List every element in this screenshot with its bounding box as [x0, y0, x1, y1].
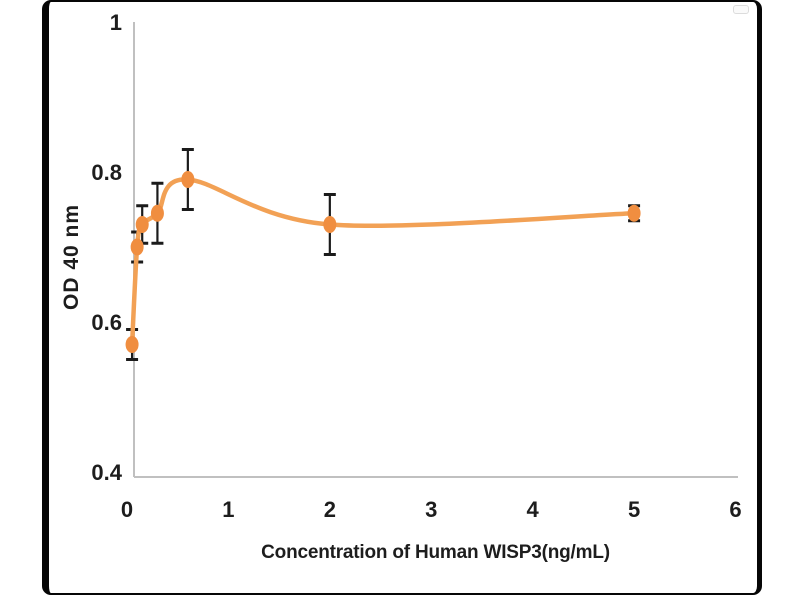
data-point-marker	[627, 204, 641, 222]
y-tick-label: 0.6	[91, 310, 122, 335]
x-tick-label: 2	[324, 497, 336, 522]
chart-card	[42, 0, 762, 595]
data-point-marker	[130, 238, 144, 256]
y-tick-label: 0.8	[91, 160, 122, 185]
x-axis-title: Concentration of Human WISP3(ng/mL)	[261, 542, 610, 563]
data-point-marker	[323, 216, 337, 233]
dose-response-curve	[129, 177, 637, 347]
y-tick-label: 0.4	[91, 460, 122, 485]
x-tick-label: 1	[222, 497, 234, 522]
resize-handle-artifact	[733, 5, 749, 14]
data-point-marker	[150, 204, 164, 222]
data-point-marker	[125, 336, 139, 353]
x-tick-label: 6	[729, 497, 741, 522]
x-tick-label: 3	[425, 497, 437, 522]
y-tick-label: 1	[110, 10, 122, 35]
data-point-marker	[181, 171, 195, 188]
data-point-marker	[135, 216, 149, 233]
x-tick-label: 4	[527, 497, 540, 522]
x-tick-label: 0	[121, 497, 133, 522]
x-tick-label: 5	[628, 497, 640, 522]
